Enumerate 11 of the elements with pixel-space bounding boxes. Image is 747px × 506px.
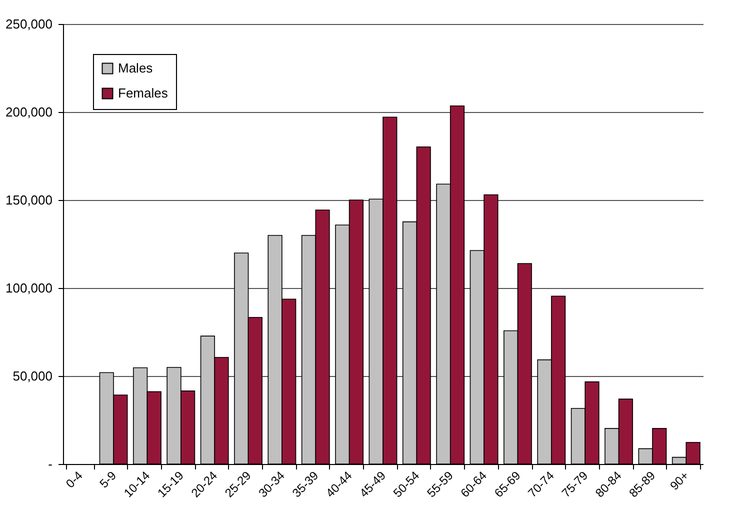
- y-tick-label: -: [48, 456, 52, 472]
- legend-label: Females: [118, 86, 168, 100]
- legend-label: Males: [118, 60, 154, 76]
- x-tick-label: 0-4: [63, 468, 86, 491]
- y-tick-label: 250,000: [6, 16, 52, 32]
- y-tick-label: 100,000: [6, 280, 52, 296]
- y-tick-label: 200,000: [6, 104, 52, 120]
- y-tick-label: 150,000: [6, 192, 52, 208]
- x-tick-label: 5-9: [96, 468, 120, 491]
- x-tick-label: 90+: [667, 468, 692, 493]
- y-tick-label: 50,000: [12, 368, 52, 384]
